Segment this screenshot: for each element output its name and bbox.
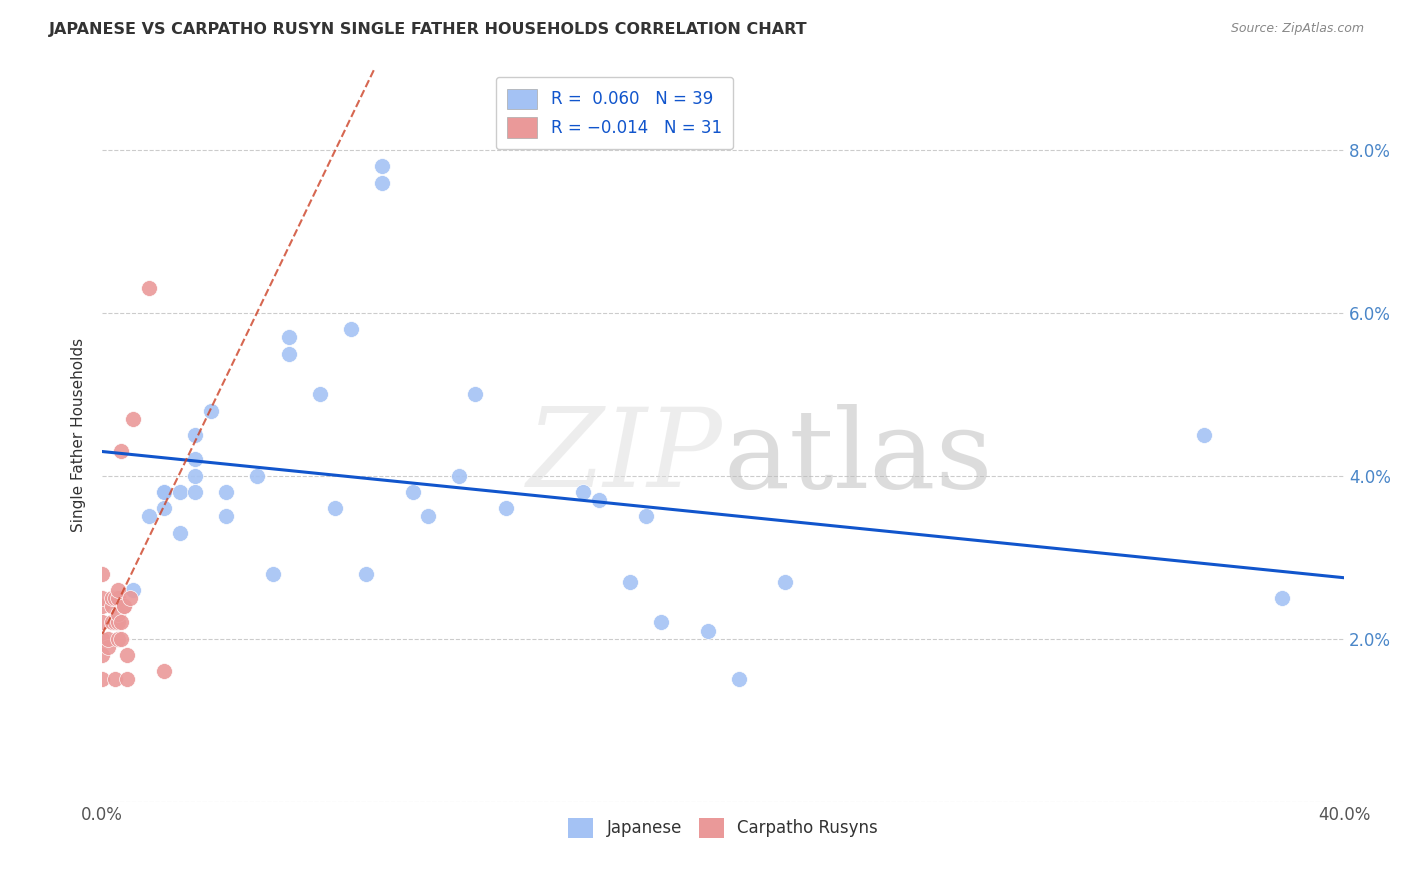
Point (153, 485, 176, 500)
Point (402, 485, 425, 500)
Point (91, 648, 114, 662)
Point (1271, 591, 1294, 605)
Text: atlas: atlas (723, 403, 993, 510)
Point (215, 509, 238, 524)
Point (495, 501, 517, 516)
Point (91, 566, 114, 581)
Point (418, 509, 440, 524)
Point (122, 411, 145, 425)
Point (370, 176, 392, 190)
Point (104, 615, 127, 630)
Point (91, 673, 114, 687)
Point (91, 599, 114, 613)
Point (91, 632, 114, 646)
Point (107, 632, 129, 646)
Point (122, 582, 145, 597)
Point (464, 387, 486, 401)
Point (727, 673, 749, 687)
Point (138, 281, 160, 295)
Point (449, 468, 471, 483)
Point (339, 322, 361, 336)
Point (107, 582, 129, 597)
Point (153, 485, 176, 500)
Point (91, 615, 114, 630)
Point (153, 501, 176, 516)
Point (110, 615, 132, 630)
Point (169, 525, 191, 540)
Point (1194, 428, 1216, 442)
Text: Source: ZipAtlas.com: Source: ZipAtlas.com (1230, 22, 1364, 36)
Point (100, 591, 122, 605)
Point (138, 509, 160, 524)
Point (184, 428, 207, 442)
Point (246, 468, 269, 483)
Point (115, 648, 138, 662)
Text: ZIP: ZIP (527, 403, 723, 511)
Point (107, 615, 129, 630)
Point (112, 599, 135, 613)
Point (91, 591, 114, 605)
Point (110, 632, 132, 646)
Point (572, 485, 595, 500)
Point (308, 387, 330, 401)
Point (184, 468, 207, 483)
Point (115, 673, 138, 687)
Point (200, 403, 222, 417)
Point (100, 615, 122, 630)
Point (169, 485, 191, 500)
Point (100, 599, 122, 613)
Point (775, 574, 797, 589)
Point (104, 673, 127, 687)
Legend: Japanese, Carpatho Rusyns: Japanese, Carpatho Rusyns (562, 811, 884, 845)
Point (634, 509, 657, 524)
Point (107, 591, 129, 605)
Y-axis label: Single Father Households: Single Father Households (72, 338, 86, 533)
Point (354, 566, 377, 581)
Point (262, 566, 284, 581)
Point (696, 624, 718, 638)
Point (120, 591, 142, 605)
Point (277, 346, 299, 360)
Point (153, 665, 176, 679)
Point (97, 640, 120, 654)
Point (184, 485, 207, 500)
Point (215, 485, 238, 500)
Point (588, 493, 610, 508)
Point (110, 444, 132, 458)
Point (104, 591, 127, 605)
Text: JAPANESE VS CARPATHO RUSYN SINGLE FATHER HOUSEHOLDS CORRELATION CHART: JAPANESE VS CARPATHO RUSYN SINGLE FATHER… (49, 22, 808, 37)
Point (184, 452, 207, 467)
Point (370, 159, 392, 173)
Point (650, 615, 672, 630)
Point (323, 501, 346, 516)
Point (619, 574, 641, 589)
Point (112, 599, 135, 613)
Point (107, 607, 129, 622)
Point (277, 330, 299, 344)
Point (97, 632, 120, 646)
